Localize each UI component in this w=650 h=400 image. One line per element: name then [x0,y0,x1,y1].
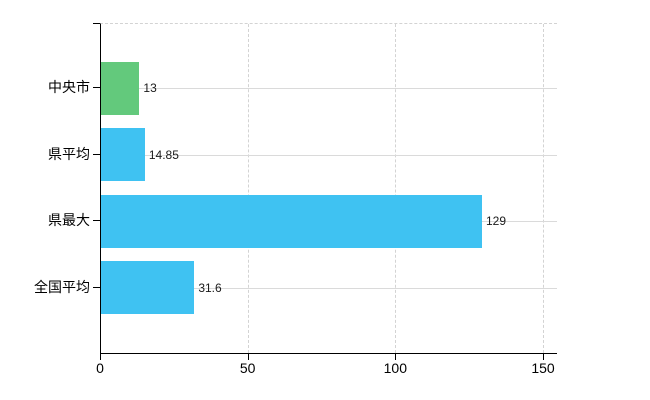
bar-3 [101,194,482,248]
y-axis-tick [93,286,100,288]
y-axis-tick [93,87,100,89]
category-gridline [101,154,557,156]
plot-area: 13 14.85 129 31.6 [100,23,557,354]
category-label: 県平均 [48,145,90,162]
y-axis-tick [93,153,100,155]
x-axis-tick [543,354,544,360]
x-axis-tick-label: 100 [383,360,408,376]
x-axis-tick [247,354,249,360]
category-gridline [101,88,557,90]
bar-value-label: 14.85 [148,147,179,162]
category-label: 中央市 [48,79,90,96]
bar-value-label: 31.6 [198,280,222,295]
bar-2 [101,128,145,182]
x-axis-tick-label: 0 [96,360,104,376]
category-label: 全国平均 [34,278,90,295]
bar-value-label: 13 [143,81,157,96]
y-axis-top-tick [93,23,100,24]
x-gridline [247,24,249,353]
bar-value-label: 129 [485,214,506,229]
x-axis-tick-label: 150 [531,360,555,376]
bar-4 [101,261,195,315]
y-axis-tick [93,220,100,222]
x-gridline [395,24,397,353]
x-axis-tick-label: 50 [239,360,256,376]
x-axis-tick [395,354,397,360]
x-gridline [543,24,544,353]
x-axis-tick [100,354,101,360]
bar-1 [101,61,140,115]
category-gridline [101,287,557,289]
category-label: 県最大 [48,212,90,229]
